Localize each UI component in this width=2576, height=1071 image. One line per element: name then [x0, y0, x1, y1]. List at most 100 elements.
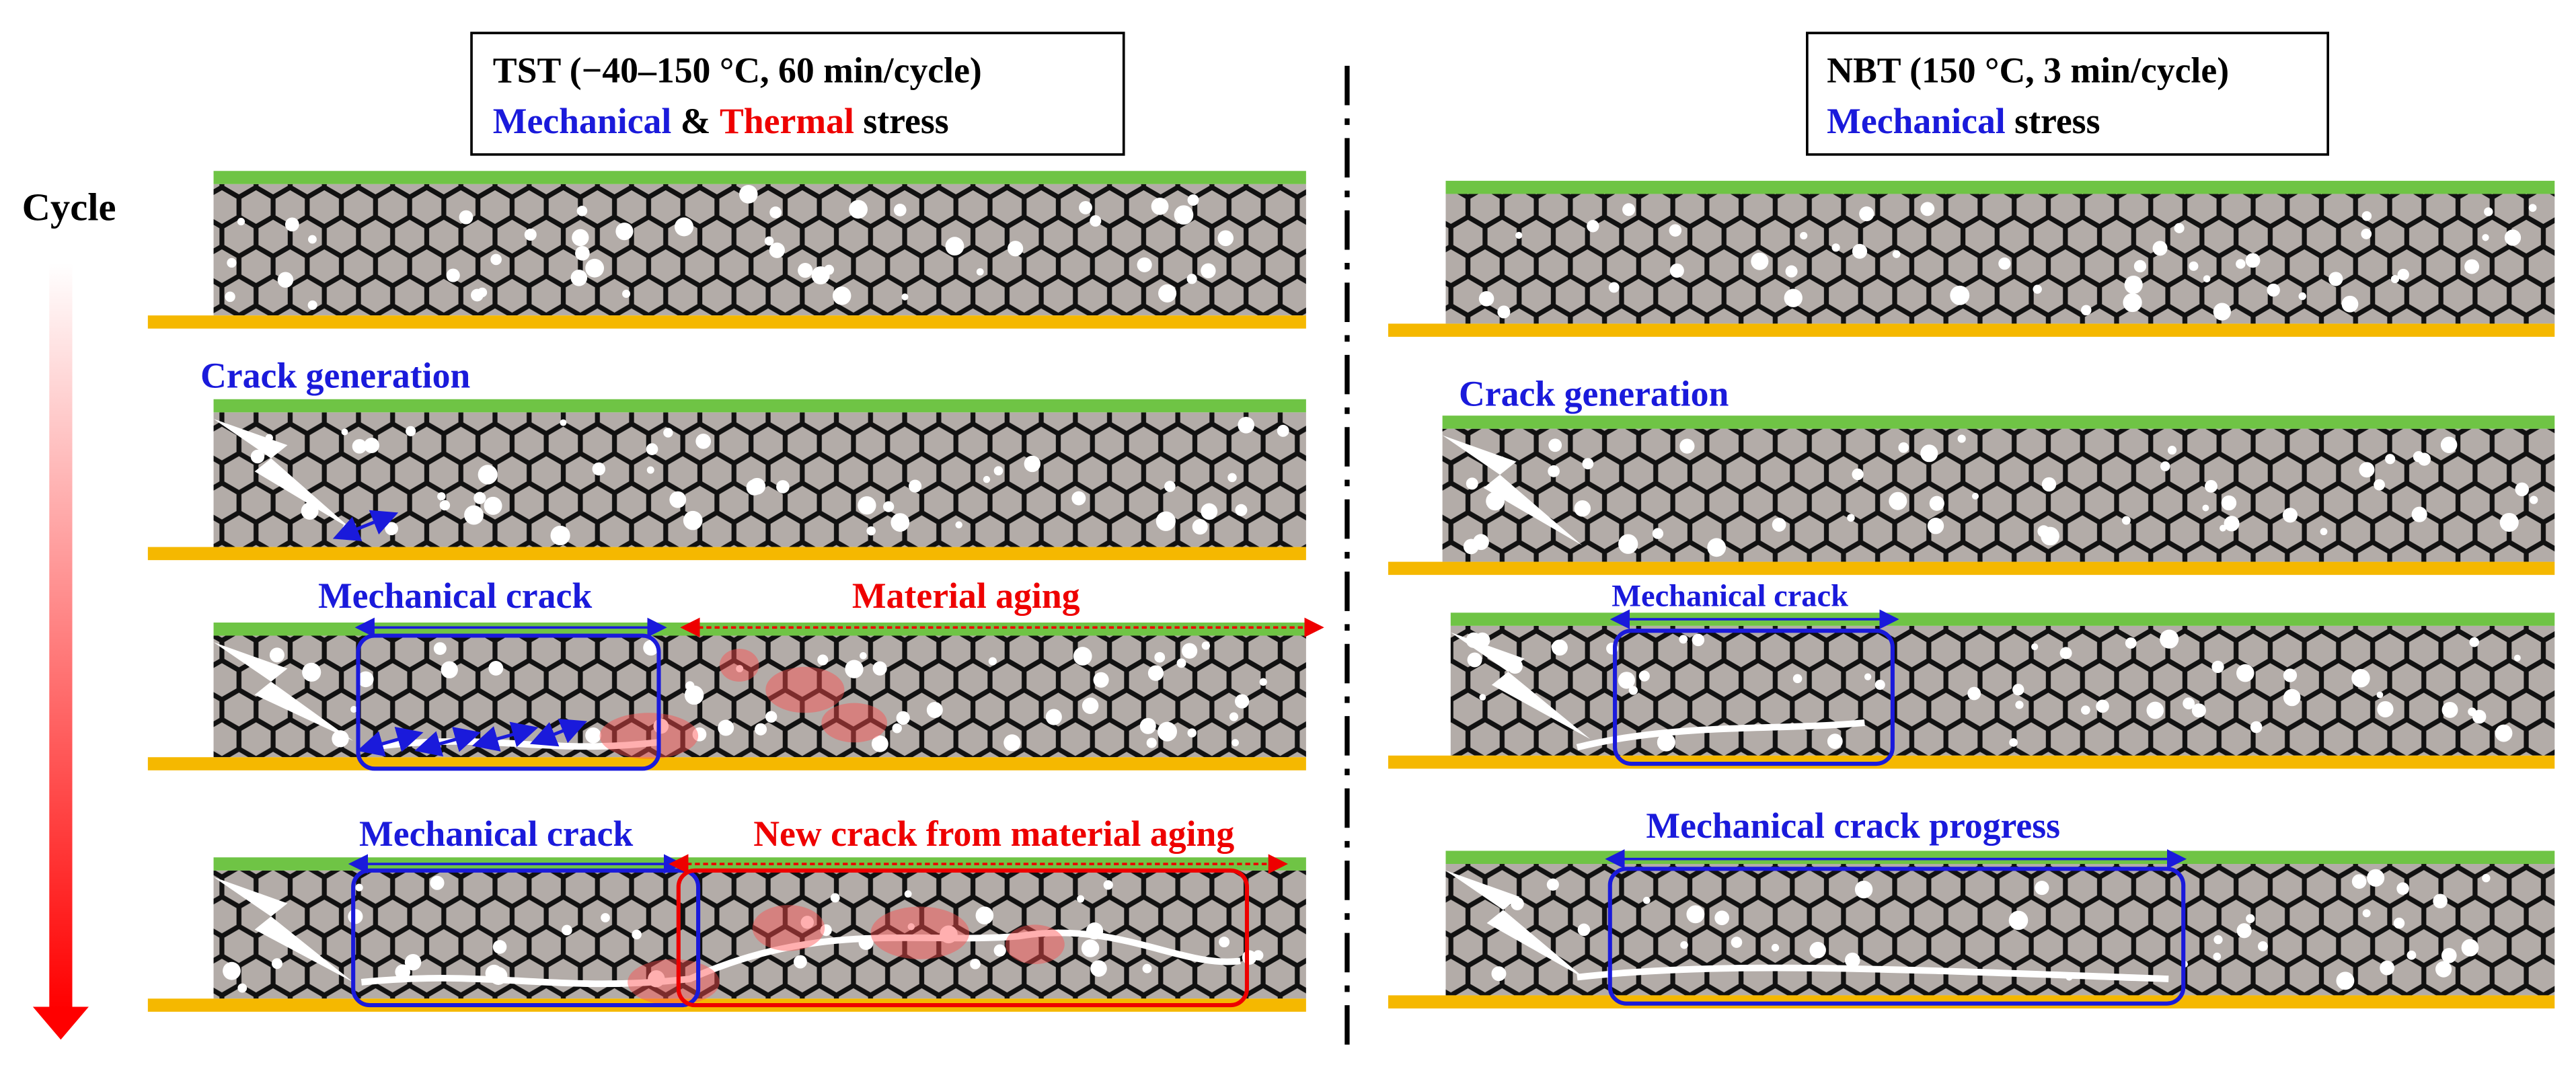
void — [1669, 224, 1682, 237]
void — [2528, 204, 2537, 212]
void — [2236, 923, 2252, 939]
void — [1253, 950, 1264, 961]
void — [858, 496, 876, 515]
void — [1686, 905, 1705, 924]
solder-layer — [1445, 194, 2555, 324]
void — [2435, 961, 2452, 978]
void — [1217, 230, 1234, 247]
void — [983, 475, 991, 483]
void — [2009, 738, 2018, 747]
void — [601, 913, 610, 922]
void — [891, 513, 910, 532]
void — [1201, 263, 1216, 278]
void — [692, 727, 707, 742]
bottom-layer — [1388, 755, 2555, 769]
void — [1692, 633, 1705, 647]
void — [302, 662, 321, 682]
void — [2191, 703, 2206, 718]
cycle-arrow-head — [32, 1006, 89, 1040]
void — [1618, 672, 1635, 689]
void — [1227, 473, 1237, 483]
void — [2482, 234, 2489, 241]
void — [1967, 686, 1981, 701]
region-box — [1607, 867, 2186, 1006]
void — [2377, 701, 2394, 718]
top-layer — [213, 399, 1306, 413]
stage-label: Mechanical crack progress — [1646, 805, 2060, 846]
void — [2336, 971, 2355, 990]
bottom-layer — [1388, 323, 2555, 337]
void — [2131, 283, 2138, 290]
void — [2096, 699, 2109, 713]
void — [576, 205, 588, 216]
void — [2059, 647, 2072, 660]
stage-label: Mechanical crack — [1612, 580, 1848, 614]
void — [357, 671, 374, 688]
void — [364, 438, 380, 454]
void — [1174, 205, 1194, 225]
void — [800, 916, 814, 929]
void — [2283, 668, 2298, 682]
void — [695, 434, 712, 449]
aging-spot — [765, 666, 845, 713]
aging-spot — [1005, 924, 1065, 965]
void — [2433, 894, 2448, 909]
void — [1235, 504, 1248, 516]
void — [1147, 665, 1164, 681]
void — [2464, 259, 2480, 274]
void — [684, 685, 704, 705]
void — [769, 206, 782, 219]
void — [793, 955, 807, 969]
void — [1707, 538, 1727, 557]
void — [562, 924, 572, 936]
top-layer — [213, 171, 1306, 184]
void — [976, 268, 984, 276]
void — [1201, 641, 1211, 650]
void — [993, 466, 1003, 476]
void — [1771, 943, 1780, 952]
void — [1652, 528, 1664, 539]
void — [2359, 462, 2375, 478]
void — [1219, 937, 1230, 948]
void — [2374, 479, 2385, 491]
void — [1024, 455, 1041, 473]
void — [2351, 874, 2367, 889]
void — [2012, 684, 2024, 696]
solder-layer — [213, 184, 1306, 316]
header-line: NBT (150 °C, 3 min/cycle) — [1827, 50, 2229, 90]
void — [307, 300, 317, 310]
void — [404, 953, 422, 971]
void — [2121, 516, 2131, 525]
void — [1809, 941, 1826, 959]
void — [736, 665, 744, 672]
void — [685, 681, 695, 690]
void — [1628, 686, 1638, 695]
void — [646, 466, 654, 474]
aging-spot — [599, 713, 699, 759]
void — [1800, 231, 1808, 240]
void — [830, 893, 840, 903]
void — [2320, 528, 2328, 536]
void — [2390, 275, 2400, 284]
void — [1546, 878, 1559, 891]
void — [237, 983, 248, 993]
void — [1238, 416, 1255, 434]
void — [1491, 966, 1507, 982]
void — [1642, 896, 1651, 904]
void — [769, 242, 785, 258]
void — [1277, 424, 1289, 437]
void — [492, 940, 507, 954]
void — [832, 286, 851, 305]
void — [1154, 651, 1166, 663]
solder-layer — [213, 635, 1306, 758]
void — [2469, 637, 2479, 647]
void — [817, 654, 829, 666]
void — [1090, 215, 1102, 227]
void — [1077, 895, 1085, 903]
void — [2125, 637, 2137, 649]
void — [406, 426, 416, 436]
void — [2361, 211, 2372, 221]
void — [1971, 492, 1979, 500]
void — [385, 522, 398, 536]
